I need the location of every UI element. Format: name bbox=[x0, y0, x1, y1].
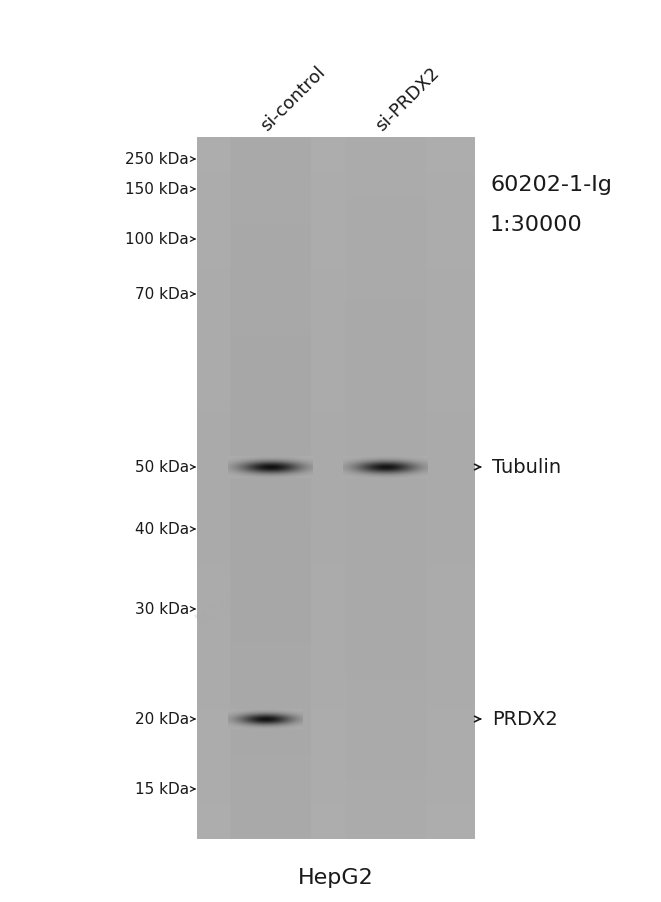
Text: 50 kDa: 50 kDa bbox=[135, 460, 189, 475]
Text: PRDX2: PRDX2 bbox=[492, 710, 558, 729]
Text: 1:30000: 1:30000 bbox=[490, 215, 583, 235]
Text: 250 kDa: 250 kDa bbox=[125, 152, 189, 167]
Text: si-control: si-control bbox=[257, 63, 329, 135]
Text: 150 kDa: 150 kDa bbox=[125, 182, 189, 198]
Text: 100 kDa: 100 kDa bbox=[125, 232, 189, 247]
Text: Tubulin: Tubulin bbox=[492, 458, 561, 477]
Text: HepG2: HepG2 bbox=[298, 867, 374, 887]
Text: WWW.PTGLAB.COM: WWW.PTGLAB.COM bbox=[192, 508, 387, 631]
Text: 20 kDa: 20 kDa bbox=[135, 712, 189, 727]
Text: 15 kDa: 15 kDa bbox=[135, 782, 189, 796]
Text: si-PRDX2: si-PRDX2 bbox=[372, 64, 443, 135]
Text: 30 kDa: 30 kDa bbox=[135, 602, 189, 617]
Text: 70 kDa: 70 kDa bbox=[135, 287, 189, 302]
Text: 60202-1-Ig: 60202-1-Ig bbox=[490, 175, 612, 195]
Text: 40 kDa: 40 kDa bbox=[135, 522, 189, 537]
